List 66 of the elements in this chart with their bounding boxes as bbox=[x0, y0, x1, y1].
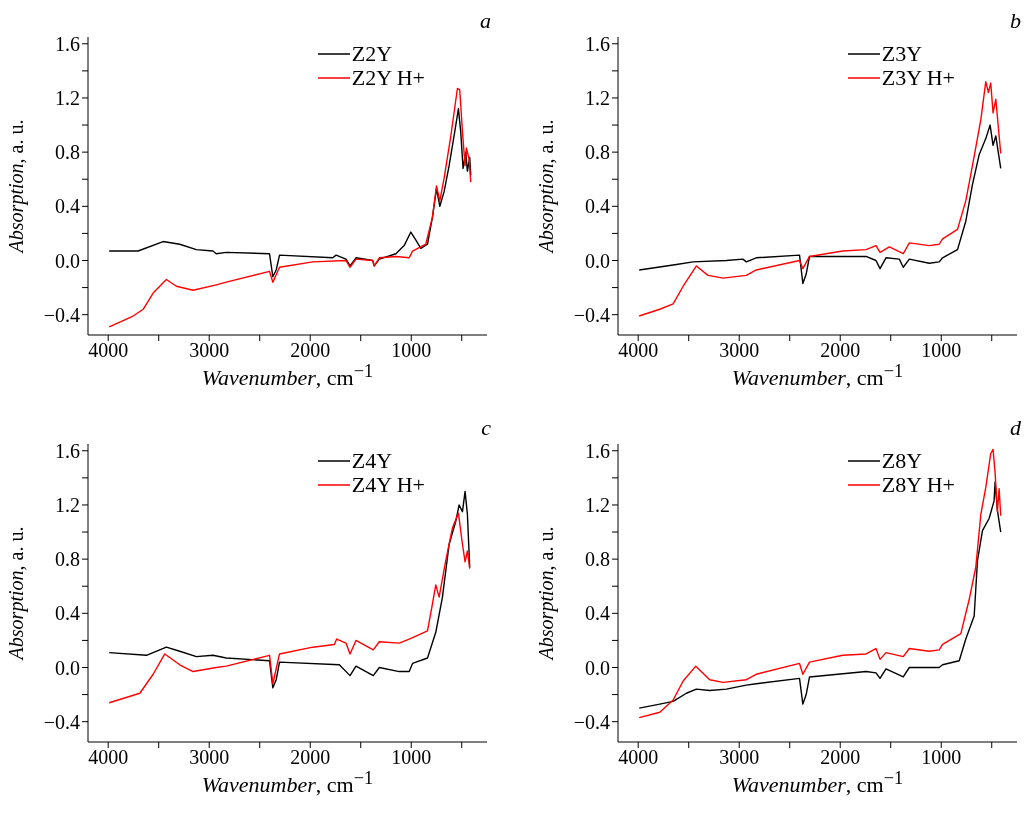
y-tick-label: 1.2 bbox=[55, 494, 80, 517]
x-axis-title: Wavenumber, cm$^{−1}$ bbox=[201, 361, 374, 391]
y-tick-label: 1.2 bbox=[585, 87, 610, 110]
y-tick-label: 0.4 bbox=[585, 195, 610, 218]
x-tick-label: 1000 bbox=[921, 339, 962, 362]
x-tick-label: 2000 bbox=[290, 339, 331, 362]
legend-label: Z4Y bbox=[351, 448, 393, 473]
legend-label: Z8Y bbox=[881, 448, 923, 473]
x-tick-label: 4000 bbox=[618, 746, 659, 769]
y-tick-label: 1.2 bbox=[585, 494, 610, 517]
chart-title: d bbox=[1010, 415, 1021, 441]
y-tick-label: 0.8 bbox=[55, 141, 80, 164]
line-series bbox=[638, 448, 1002, 719]
line-series bbox=[108, 87, 472, 328]
legend-label: Z2Y H+ bbox=[351, 65, 425, 90]
legend-label: Z3Y H+ bbox=[881, 65, 955, 90]
y-tick-label: 0.8 bbox=[585, 548, 610, 571]
y-tick-label: 0.0 bbox=[585, 249, 610, 272]
y-axis-title: Absorption, a. u. bbox=[534, 526, 557, 660]
x-axis-title: Wavenumber, cm$^{−1}$ bbox=[731, 361, 904, 391]
y-tick-label: 0.4 bbox=[585, 602, 610, 625]
x-tick-label: 3000 bbox=[189, 746, 230, 769]
line-series bbox=[108, 512, 471, 704]
y-axis-title: Absorption, a. u. bbox=[4, 526, 27, 660]
y-tick-label: −0.4 bbox=[43, 303, 80, 326]
chart-title: b bbox=[1010, 8, 1021, 34]
y-tick-label: 1.2 bbox=[55, 87, 80, 110]
x-tick-label: 3000 bbox=[189, 339, 230, 362]
y-tick-label: 0.8 bbox=[585, 141, 610, 164]
y-axis-title: Absorption, a. u. bbox=[4, 119, 27, 253]
x-axis-title: Wavenumber, cm$^{−1}$ bbox=[201, 768, 374, 798]
legend-label: Z8Y H+ bbox=[881, 472, 955, 497]
line-series bbox=[638, 124, 1002, 285]
x-tick-label: 3000 bbox=[719, 339, 760, 362]
y-tick-label: 0.0 bbox=[585, 656, 610, 679]
y-tick-label: 0.0 bbox=[55, 249, 80, 272]
legend-label: Z4Y H+ bbox=[351, 472, 425, 497]
x-tick-label: 4000 bbox=[618, 339, 659, 362]
y-tick-label: −0.4 bbox=[573, 303, 610, 326]
line-series bbox=[108, 490, 471, 689]
x-tick-label: 2000 bbox=[290, 746, 331, 769]
y-tick-label: −0.4 bbox=[573, 710, 610, 733]
x-tick-label: 4000 bbox=[88, 339, 129, 362]
chart-title: c bbox=[481, 415, 491, 441]
y-tick-label: −0.4 bbox=[43, 710, 80, 733]
y-tick-label: 0.4 bbox=[55, 602, 80, 625]
x-tick-label: 3000 bbox=[719, 746, 760, 769]
y-tick-label: 1.6 bbox=[585, 32, 610, 55]
x-axis-title: Wavenumber, cm$^{−1}$ bbox=[731, 768, 904, 798]
chart-title: a bbox=[480, 8, 491, 34]
y-tick-label: 0.0 bbox=[55, 656, 80, 679]
y-tick-label: 1.6 bbox=[55, 32, 80, 55]
y-tick-label: 0.4 bbox=[55, 195, 80, 218]
y-tick-label: 1.6 bbox=[55, 439, 80, 462]
x-tick-label: 2000 bbox=[820, 746, 861, 769]
x-tick-label: 4000 bbox=[88, 746, 129, 769]
x-tick-label: 2000 bbox=[820, 339, 861, 362]
y-tick-label: 0.8 bbox=[55, 548, 80, 571]
legend-label: Z2Y bbox=[351, 41, 393, 66]
y-tick-label: 1.6 bbox=[585, 439, 610, 462]
x-tick-label: 1000 bbox=[391, 746, 432, 769]
x-tick-label: 1000 bbox=[921, 746, 962, 769]
y-axis-title: Absorption, a. u. bbox=[534, 119, 557, 253]
line-series bbox=[108, 108, 472, 278]
legend-label: Z3Y bbox=[881, 41, 923, 66]
x-tick-label: 1000 bbox=[391, 339, 432, 362]
